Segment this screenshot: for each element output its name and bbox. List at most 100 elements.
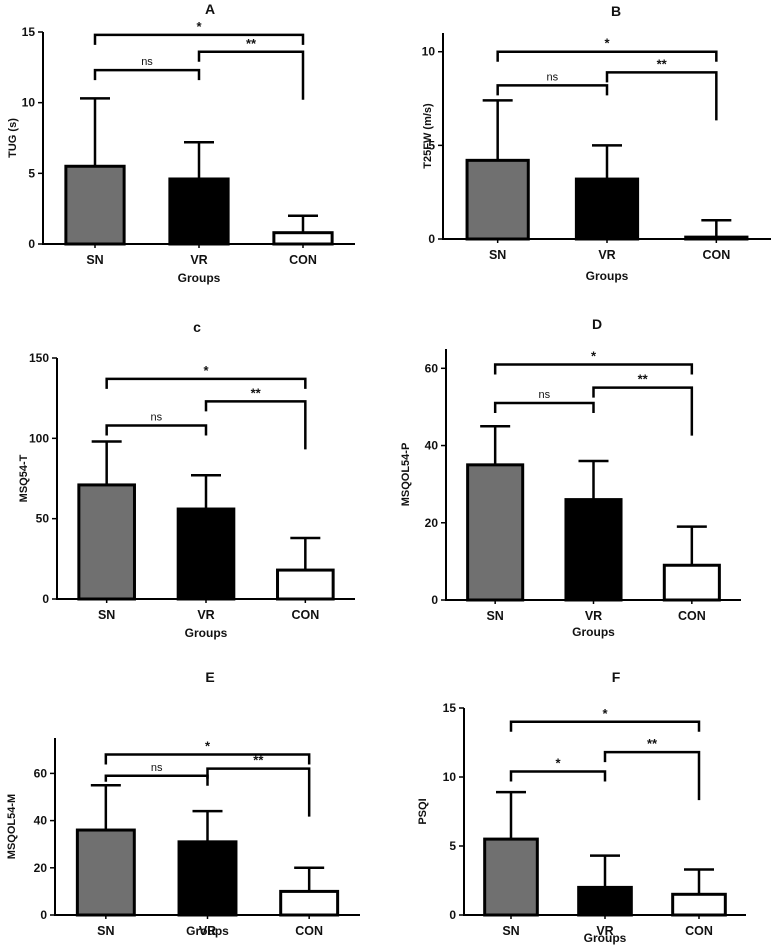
y-axis-label: TUG (s)	[7, 118, 19, 158]
panel-title: D	[592, 316, 602, 332]
bar-sn	[466, 463, 525, 602]
significance-bracket	[105, 424, 208, 436]
bar-sn	[483, 837, 539, 917]
x-tick-label: CON	[678, 609, 706, 623]
y-tick-label: 15	[443, 701, 457, 715]
panel-title: E	[205, 669, 214, 685]
significance-label: ns	[547, 71, 559, 83]
y-tick-label: 20	[425, 516, 439, 530]
bar-sn	[64, 164, 126, 246]
significance-label: *	[196, 19, 202, 34]
y-tick-label: 150	[29, 351, 49, 365]
y-axis-label: MSQOL54-M	[6, 794, 18, 859]
significance-label: **	[647, 736, 658, 751]
x-tick-label: SN	[98, 608, 115, 622]
y-tick-label: 40	[425, 439, 439, 453]
significance-label: *	[555, 755, 561, 770]
bar-sn	[465, 158, 530, 241]
significance-label: *	[602, 706, 608, 721]
panel-title: B	[611, 3, 621, 19]
significance-label: *	[604, 36, 610, 51]
x-tick-label: VR	[197, 608, 214, 622]
bar-vr	[176, 507, 236, 601]
y-axis-label: MSQ54-T	[18, 454, 30, 502]
significance-label: *	[591, 348, 597, 363]
bar-vr	[564, 498, 623, 602]
panel-title: A	[205, 1, 215, 17]
bar-con	[279, 889, 340, 917]
y-tick-label: 0	[28, 237, 35, 251]
y-tick-label: 0	[40, 908, 47, 922]
significance-label: **	[246, 36, 257, 51]
x-axis-label: Groups	[572, 625, 615, 639]
bar-vr	[577, 885, 633, 917]
y-tick-label: 60	[34, 766, 48, 780]
x-axis-label: Groups	[584, 931, 627, 945]
significance-label: *	[203, 363, 209, 378]
significance-bracket	[509, 770, 607, 782]
x-tick-label: SN	[86, 253, 103, 267]
significance-label: **	[251, 385, 262, 400]
bar-con	[276, 568, 335, 601]
significance-bracket	[104, 774, 209, 786]
significance-bracket	[105, 377, 307, 389]
y-tick-label: 10	[422, 45, 436, 59]
x-tick-label: CON	[685, 924, 713, 938]
bar-sn	[75, 828, 136, 917]
x-axis-label: Groups	[586, 269, 629, 283]
significance-label: ns	[539, 389, 551, 401]
bar-con	[272, 231, 334, 246]
significance-bracket	[204, 400, 307, 450]
x-tick-label: SN	[97, 924, 114, 938]
bar-sn	[77, 483, 136, 601]
bar-vr	[177, 840, 238, 917]
x-axis-label: Groups	[185, 626, 228, 640]
y-tick-label: 5	[28, 166, 35, 180]
significance-label: **	[253, 753, 264, 768]
bar-con	[662, 563, 721, 602]
y-tick-label: 100	[29, 431, 49, 445]
bar-con	[671, 892, 727, 917]
significance-label: **	[638, 372, 649, 387]
significance-bracket	[509, 720, 701, 732]
significance-bracket	[493, 401, 595, 414]
y-tick-label: 0	[428, 232, 435, 246]
significance-label: ns	[141, 56, 153, 68]
significance-bracket	[603, 750, 701, 801]
x-tick-label: SN	[486, 609, 503, 623]
x-axis-label: Groups	[178, 271, 221, 285]
significance-bracket	[605, 71, 718, 121]
y-axis-label: MSQOL54-P	[400, 443, 412, 507]
y-tick-label: 15	[22, 25, 36, 39]
y-tick-label: 10	[443, 770, 457, 784]
significance-bracket	[496, 50, 718, 62]
bar-vr	[168, 177, 230, 246]
x-tick-label: VR	[596, 924, 613, 938]
significance-label: ns	[151, 762, 163, 774]
y-tick-label: 5	[428, 138, 435, 152]
x-tick-label: CON	[295, 924, 323, 938]
y-tick-label: 60	[425, 361, 439, 375]
bar-vr	[574, 177, 640, 241]
significance-label: **	[657, 56, 668, 71]
significance-bracket	[104, 753, 311, 765]
significance-bracket	[496, 84, 609, 96]
y-tick-label: 20	[34, 861, 48, 875]
x-axis-label: Groups	[186, 924, 229, 938]
significance-bracket	[206, 767, 311, 817]
x-tick-label: VR	[585, 609, 602, 623]
y-axis-label: T25FW (m/s)	[422, 103, 434, 169]
y-tick-label: 0	[449, 908, 456, 922]
significance-bracket	[592, 386, 694, 436]
x-tick-label: VR	[199, 924, 216, 938]
y-tick-label: 40	[34, 814, 48, 828]
significance-label: *	[205, 739, 211, 754]
significance-bracket	[93, 33, 305, 45]
x-tick-label: CON	[291, 608, 319, 622]
y-axis-label: PSQI	[417, 798, 429, 824]
